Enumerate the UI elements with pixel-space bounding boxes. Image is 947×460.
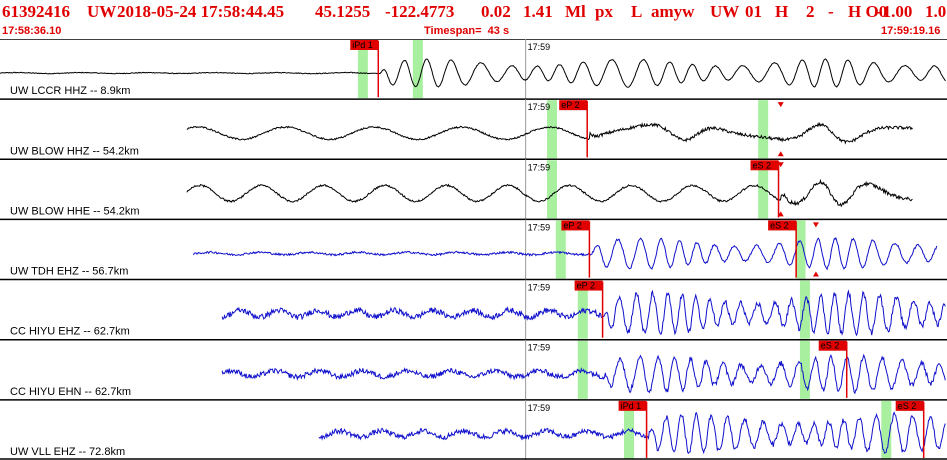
pick-label: eP 2: [563, 220, 581, 230]
event-type-flag: L: [631, 2, 643, 21]
flag-h: H: [775, 2, 789, 21]
minute-mark-label: 17:59: [528, 42, 551, 52]
event-network: UW: [87, 2, 117, 21]
minute-mark-label: 17:59: [528, 403, 551, 413]
event-latitude: 45.1255: [315, 2, 371, 21]
pick-flag[interactable]: [350, 40, 379, 50]
timespan-label: Timespan= 43 s: [424, 25, 510, 37]
pick-label: eP 2: [561, 100, 579, 110]
event-header: 61392416 UW 2018-05-24 17:58:44.45 45.12…: [0, 0, 947, 39]
minute-mark-label: 17:59: [528, 102, 551, 112]
waveform-trace: [186, 122, 913, 145]
pick-window[interactable]: [577, 340, 588, 399]
minute-mark-label: 17:59: [528, 162, 551, 172]
timespan-line: 17:58:36.10 Timespan= 43 s 17:59:19.16: [0, 24, 947, 38]
amplitude-marker: [777, 151, 784, 157]
pick-window[interactable]: [412, 40, 423, 99]
flag-ho: H O0: [848, 2, 888, 21]
flag-dash: -: [828, 2, 834, 21]
pick-window[interactable]: [547, 160, 558, 219]
value-a: -1.00: [877, 2, 913, 21]
pick-window[interactable]: [799, 340, 810, 399]
pick-flag[interactable]: [750, 160, 779, 171]
pick-window[interactable]: [555, 220, 566, 279]
pick-label: iPd 1: [352, 40, 373, 50]
end-time: 17:59:19.16: [881, 25, 941, 37]
pick-flag[interactable]: [895, 400, 924, 411]
waveform-trace: [193, 236, 938, 271]
amplitude-marker: [812, 271, 819, 277]
flag-2: 2: [806, 2, 815, 21]
waveform-trace: [186, 178, 913, 208]
station-id: 01: [745, 2, 762, 21]
event-analyst: amyw: [651, 2, 695, 21]
waveform-trace: [221, 353, 946, 395]
pick-flag[interactable]: [559, 100, 588, 111]
pick-window[interactable]: [758, 100, 769, 159]
pick-label: eP 2: [577, 281, 595, 291]
pick-window[interactable]: [881, 400, 892, 459]
pick-label: eS 2: [770, 220, 789, 230]
waveform-trace: [221, 289, 946, 337]
event-id: 61392416: [2, 2, 70, 21]
amplitude-marker: [777, 102, 784, 108]
pick-window[interactable]: [357, 40, 368, 99]
pick-flag[interactable]: [574, 280, 603, 291]
station-label: CC HIYU EHN -- 62.7km: [10, 386, 131, 398]
station-label: CC HIYU EHZ -- 62.7km: [10, 326, 130, 338]
waveform-trace: [318, 411, 946, 455]
event-magnitude-type: Ml: [565, 2, 586, 21]
pick-label: iPd 1: [621, 401, 642, 411]
amplitude-marker: [777, 211, 784, 217]
value-b: 1.02: [925, 2, 947, 21]
minute-mark-label: 17:59: [528, 222, 551, 232]
pick-label: eS 2: [753, 160, 772, 170]
pick-label: eS 2: [821, 341, 840, 351]
event-magnitude: 1.41: [523, 2, 553, 21]
pick-flag[interactable]: [618, 400, 647, 411]
station-label: UW BLOW HHE -- 54.2km: [10, 205, 140, 217]
amplitude-marker: [812, 222, 819, 228]
seismogram-panel[interactable]: 17:59 iPd 1 UW LCCR HHZ -- 8.9km 17:59 eP 2 U…: [0, 39, 947, 460]
amplitude-marker: [777, 162, 784, 168]
pick-window[interactable]: [758, 160, 769, 219]
event-longitude: -122.4773: [385, 2, 455, 21]
pick-window[interactable]: [799, 280, 810, 339]
start-time: 17:58:36.10: [2, 25, 62, 37]
pick-label: eS 2: [898, 401, 917, 411]
station-network: UW: [710, 2, 740, 21]
minute-mark-label: 17:59: [528, 343, 551, 353]
event-datetime: 2018-05-24 17:58:44.45: [117, 2, 285, 21]
event-type: px: [595, 2, 613, 21]
pick-window[interactable]: [795, 220, 806, 279]
minute-mark-label: 17:59: [528, 283, 551, 293]
station-label: UW LCCR HHZ -- 8.9km: [10, 85, 130, 97]
pick-flag[interactable]: [818, 340, 847, 351]
station-label: UW VLL EHZ -- 72.8km: [10, 446, 125, 458]
station-label: UW BLOW HHZ -- 54.2km: [10, 145, 139, 157]
station-label: UW TDH EHZ -- 56.7km: [10, 266, 128, 278]
pick-flag[interactable]: [561, 220, 590, 231]
event-depth: 0.02: [481, 2, 511, 21]
pick-window[interactable]: [547, 100, 558, 159]
event-summary-line: 61392416 UW 2018-05-24 17:58:44.45 45.12…: [0, 2, 947, 24]
waveform-trace: [0, 58, 946, 88]
pick-flag[interactable]: [768, 220, 797, 231]
